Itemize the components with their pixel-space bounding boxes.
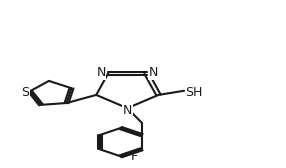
Text: F: F bbox=[131, 150, 138, 163]
Text: S: S bbox=[21, 86, 29, 99]
Text: N: N bbox=[123, 104, 132, 117]
Text: SH: SH bbox=[186, 86, 203, 99]
Text: N: N bbox=[96, 66, 106, 79]
Text: N: N bbox=[149, 66, 158, 79]
